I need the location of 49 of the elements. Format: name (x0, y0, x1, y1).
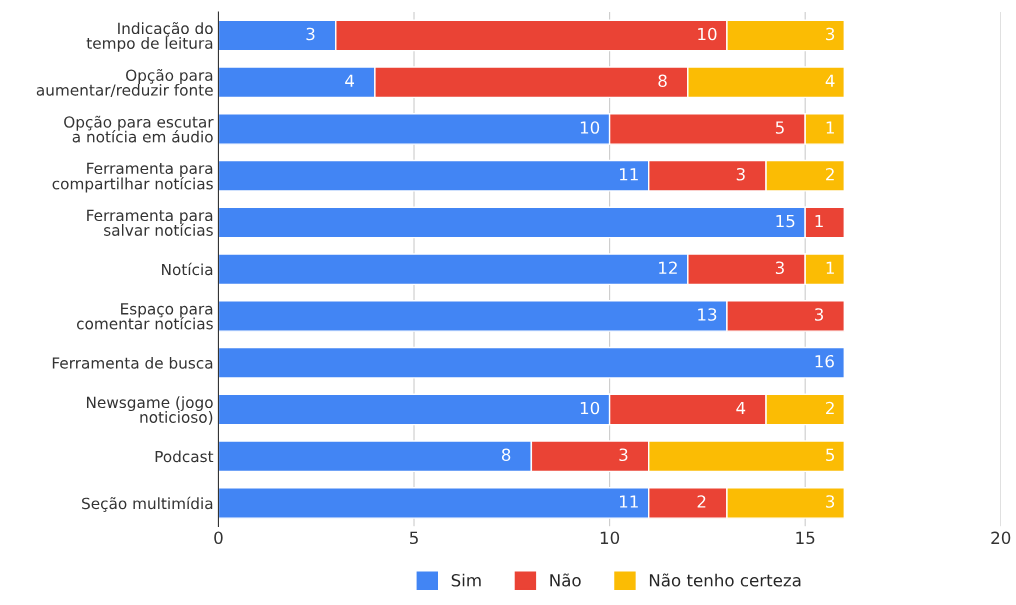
data-label: 4 (736, 401, 746, 415)
legend-label: Não tenho certeza (649, 573, 801, 587)
data-label: 1 (826, 261, 834, 274)
data-label: 16 (815, 354, 834, 368)
y-tick-label: Podcast (155, 450, 214, 463)
y-tick-label: Seção multimídia (82, 496, 213, 512)
y-tick-label: Ferramenta de busca (52, 356, 213, 369)
y-tick-label: Indicação do tempo de leitura (86, 22, 213, 52)
data-label: 3 (826, 27, 835, 41)
data-label: 10 (580, 121, 600, 134)
data-label: 10 (580, 401, 600, 415)
data-label: 8 (501, 448, 511, 462)
data-label: 4 (825, 74, 835, 87)
x-tick-label: 10 (600, 531, 620, 545)
data-label: 12 (659, 261, 677, 274)
data-label: 13 (698, 308, 717, 321)
data-label: 4 (345, 74, 355, 87)
y-tick-label: Opção para escutar a notícia em áudio (64, 115, 214, 143)
data-label: 11 (619, 168, 638, 181)
data-label: 3 (736, 167, 745, 181)
data-label: 3 (306, 27, 315, 41)
y-tick-label: Newsgame (jogo noticioso) (87, 396, 213, 425)
legend-label: Sim (451, 573, 481, 587)
bar (218, 346, 845, 379)
data-label: 3 (619, 448, 628, 462)
data-label: 11 (619, 495, 638, 508)
data-label: 1 (815, 214, 823, 228)
data-label: 8 (658, 74, 667, 88)
y-tick-label: Opção para aumentar/reduzir fonte (36, 68, 213, 97)
data-label: 2 (826, 167, 834, 181)
data-label: 3 (815, 308, 824, 321)
data-label: 5 (775, 121, 784, 134)
legend-label: Não (550, 573, 581, 587)
y-tick-label: Notícia (162, 262, 213, 276)
data-label: 1 (826, 121, 834, 134)
data-label: 15 (776, 214, 795, 228)
x-tick-label: 20 (991, 531, 1011, 545)
y-tick-label: Ferramenta para compartilhar notícias (52, 162, 213, 193)
data-label: 10 (698, 27, 717, 41)
data-label: 5 (826, 448, 834, 462)
y-tick-label: Ferramenta para salvar notícias (87, 209, 213, 236)
x-tick-label: 0 (214, 531, 223, 545)
x-tick-label: 15 (796, 531, 815, 545)
data-label: 3 (775, 261, 784, 275)
x-tick-label: 5 (410, 531, 418, 545)
y-tick-label: Espaço para comentar notícias (76, 303, 213, 330)
data-label: 2 (826, 401, 834, 415)
data-label: 3 (826, 495, 835, 508)
data-label: 2 (697, 495, 706, 508)
